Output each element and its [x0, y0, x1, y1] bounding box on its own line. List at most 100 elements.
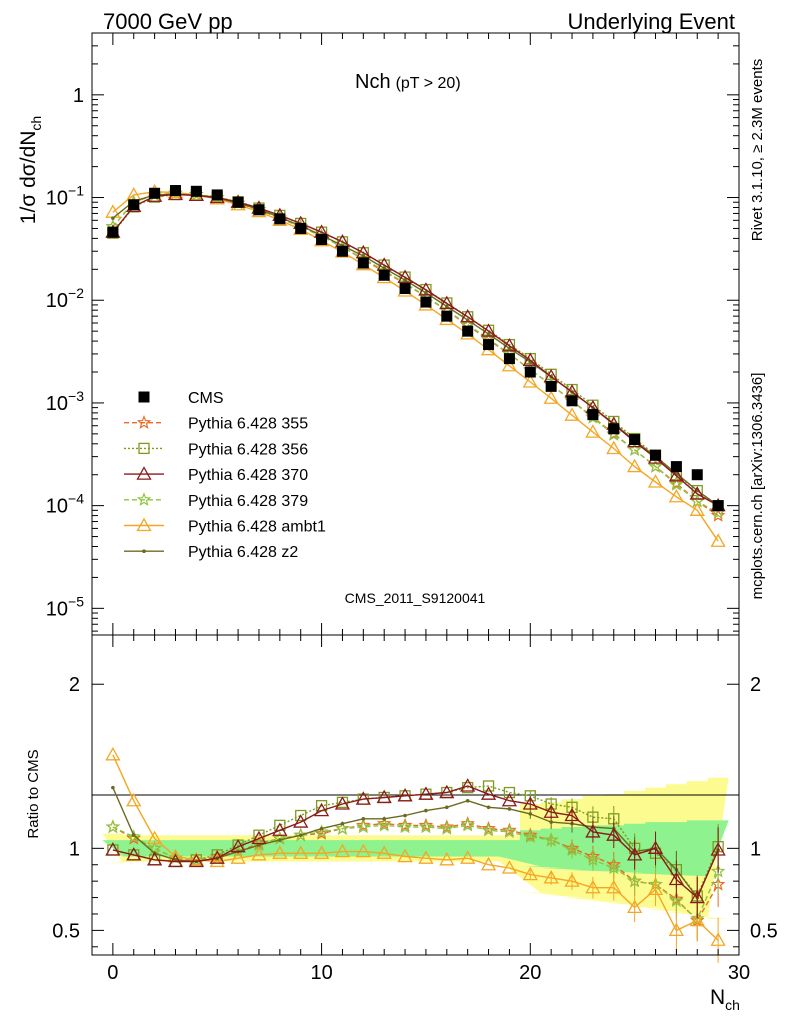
data-point: [501, 357, 518, 372]
ratio-data-point: [543, 870, 559, 884]
ratio-data-point: [319, 826, 324, 831]
ratio-data-point: [126, 847, 142, 861]
data-point: [587, 409, 599, 421]
main-panel: 110−110−210−310−410−5 Nch (pT > 20) 1/σ d…: [17, 32, 740, 636]
data-point: [483, 339, 495, 351]
ratio-data-point: [480, 786, 497, 800]
data-point: [460, 308, 476, 323]
ratio-data-point: [111, 785, 115, 790]
data-point: [648, 458, 663, 473]
data-point: [441, 310, 453, 322]
ratio-series-4: [105, 746, 726, 963]
data-point: [606, 440, 622, 455]
ratio-data-point: [439, 819, 455, 834]
ratio-data-point: [528, 812, 533, 816]
ratio-data-point: [606, 860, 622, 875]
ratio-data-point: [507, 807, 512, 811]
ratio-data-point: [382, 816, 386, 821]
ratio-data-point: [376, 845, 392, 859]
ratio-data-point: [522, 796, 538, 810]
ratio-data-point: [502, 824, 517, 839]
data-point: [710, 507, 726, 522]
ratio-data-point: [334, 843, 351, 858]
y-tick-label: 10−2: [46, 285, 84, 312]
legend-marker: [138, 442, 150, 455]
series-line: [112, 192, 719, 514]
ratio-data-point: [502, 822, 517, 837]
ratio-data-point: [585, 824, 601, 838]
header-right: Underlying Event: [567, 9, 735, 34]
ratio-data-point: [710, 842, 726, 856]
ratio-data-point: [376, 817, 392, 832]
main-y-axis-label-main: 1/σ dσ/dN: [17, 131, 40, 225]
ratio-data-point: [361, 816, 366, 821]
y-tick-exponent: −2: [68, 285, 84, 301]
ratio-data-point: [627, 873, 642, 888]
y-tick-base: 10: [46, 188, 68, 210]
y-tick-label: 10−5: [46, 593, 84, 620]
legend: CMS Pythia 6.428 355 Pythia 6.428 356 Pythi…: [124, 390, 326, 561]
data-point: [107, 226, 119, 238]
legend-label: Pythia 6.428 355: [188, 416, 308, 433]
data-point: [668, 468, 685, 482]
ratio-data-point: [257, 843, 261, 847]
ratio-data-point: [355, 843, 371, 858]
ratio-data-point: [335, 820, 350, 835]
x-axis-label: Nch: [710, 986, 740, 1013]
ratio-data-point: [424, 808, 428, 813]
y-tick-exponent: −3: [68, 388, 84, 404]
ratio-data-point: [585, 852, 601, 867]
data-point: [486, 332, 491, 336]
data-point: [169, 185, 181, 197]
ratio-data-point: [293, 845, 309, 859]
ratio-data-point: [689, 912, 705, 927]
main-title-sub: (pT > 20): [396, 75, 461, 92]
y-tick-exponent: −4: [68, 491, 84, 507]
ratio-y-tick-label-left: 0.5: [52, 920, 80, 942]
ratio-data-point: [105, 842, 121, 856]
ratio-data-point: [627, 899, 643, 914]
ratio-panel: 2 2 1 1 0.5 0.5 0 10 20 30 Ratio to CMS Nch: [25, 634, 778, 1013]
data-point: [545, 380, 557, 392]
analysis-label: CMS_2011_S9120041: [345, 590, 486, 606]
ratio-data-point: [564, 807, 580, 822]
main-title-main: Nch: [355, 71, 391, 93]
data-point: [357, 257, 369, 269]
ratio-data-point: [403, 813, 407, 818]
ratio-data-point: [627, 847, 643, 861]
y-tick-label: 10−3: [46, 388, 84, 415]
ratio-data-point: [397, 817, 413, 832]
ratio-data-point: [278, 838, 282, 842]
series-0: [107, 185, 724, 512]
ratio-data-point: [356, 817, 371, 832]
legend-marker: [138, 391, 150, 403]
data-point: [232, 196, 244, 208]
ratio-data-point: [710, 863, 726, 878]
data-point: [253, 204, 265, 216]
data-point: [424, 291, 428, 295]
ratio-data-point: [230, 838, 246, 853]
ratio-data-point: [486, 805, 491, 810]
ratio-frame: [91, 634, 740, 956]
legend-marker: [136, 517, 152, 532]
data-point: [128, 199, 140, 211]
data-point: [522, 352, 538, 366]
data-point: [420, 296, 432, 308]
data-point: [608, 423, 620, 435]
x-tick-label: 10: [310, 962, 332, 984]
y-tick-exponent: −5: [68, 593, 84, 609]
series-line: [112, 193, 719, 507]
ratio-data-point: [209, 850, 225, 864]
ratio-band-inner: [102, 820, 729, 877]
ratio-y-axis-label: Ratio to CMS: [25, 749, 42, 838]
data-point: [399, 283, 411, 295]
ratio-data-point: [251, 847, 267, 861]
data-point: [336, 245, 348, 257]
data-point: [439, 295, 455, 310]
legend-label: Pythia 6.428 356: [188, 441, 308, 458]
ratio-data-point: [482, 780, 495, 792]
data-point: [691, 469, 703, 481]
ratio-data-point: [501, 860, 518, 874]
ratio-data-point: [146, 830, 163, 845]
ratio-data-point: [188, 851, 204, 866]
